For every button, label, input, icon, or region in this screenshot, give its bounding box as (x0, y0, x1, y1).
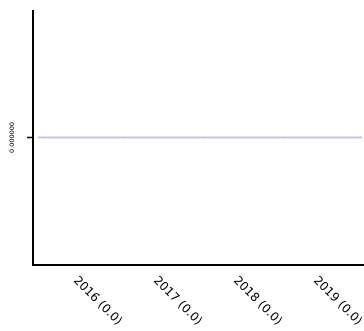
y-tick-label: 0.000000 (8, 122, 16, 153)
series-point (124, 136, 126, 139)
x-tick-label: 2019 (0.0) (311, 273, 364, 326)
series-point (44, 136, 46, 139)
series-layer (38, 136, 362, 139)
y-tick-layer: 0.000000 (8, 122, 33, 153)
series-point (204, 136, 206, 139)
x-tick-label: 2016 (0.0) (71, 273, 125, 326)
x-tick-label: 2018 (0.0) (231, 273, 285, 326)
x-tick-label: 2017 (0.0) (151, 273, 205, 326)
x-tick-layer: 2016 (0.0) 2017 (0.0) 2018 (0.0) 2019 (0.0) (71, 273, 364, 327)
series-point (284, 136, 286, 139)
